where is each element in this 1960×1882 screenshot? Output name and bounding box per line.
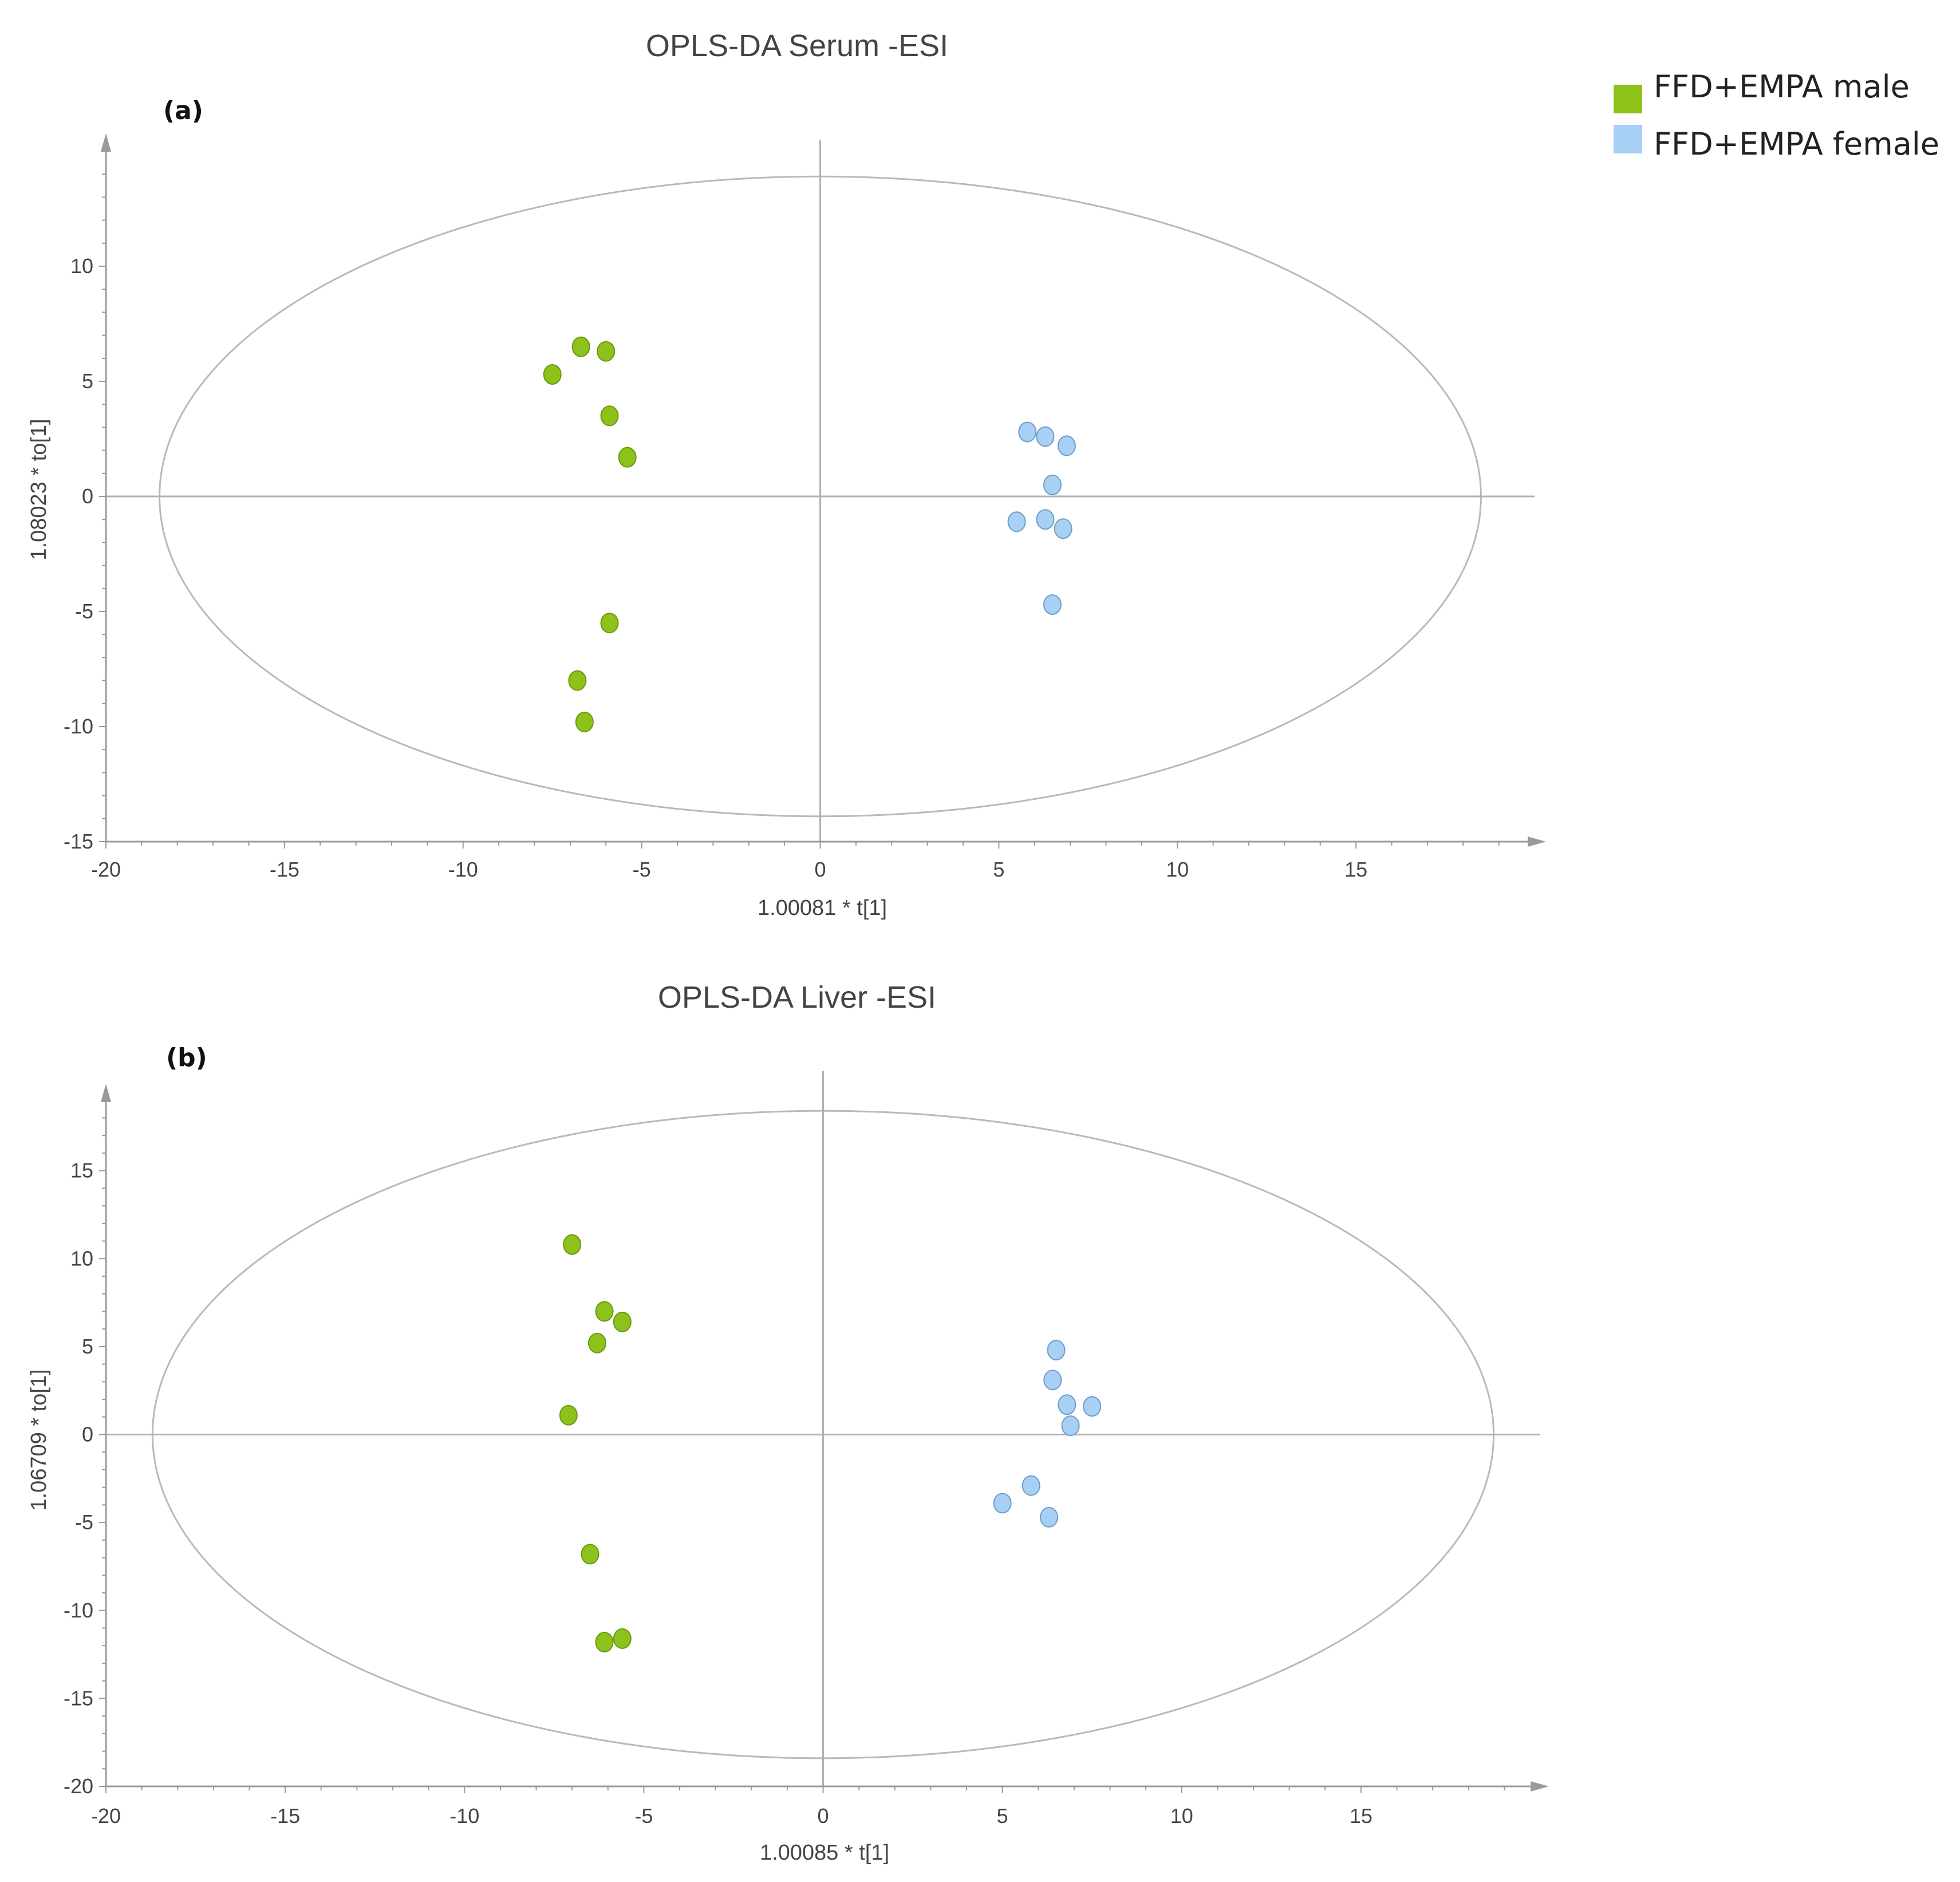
y-tick-label: 5 [82,1335,93,1358]
data-point [543,364,562,385]
data-point [571,336,590,357]
data-point [1043,1370,1062,1391]
y-tick-label: 0 [82,484,93,508]
data-point [618,447,637,468]
series-ffd-empa-female [993,1340,1102,1528]
series-ffd-empa-male [559,1234,632,1653]
data-point [597,341,616,362]
data-point [1018,421,1037,443]
y-tick-label: 15 [70,1159,93,1182]
x-tick-label: -20 [91,858,121,881]
y-tick-label: 10 [70,1246,93,1270]
x-tick-label: 15 [1344,858,1367,881]
y-tick-label: 0 [82,1423,93,1446]
y-axis-label: 1.08023 * to[1] [27,419,51,560]
data-point [1022,1475,1040,1496]
data-point [1007,511,1026,532]
x-tick-label: -10 [448,858,478,881]
y-axis-arrow [101,133,111,152]
legend-item-male: FFD+EMPA male [1614,69,1910,113]
x-tick-label: -5 [634,1804,653,1828]
y-axis-arrow [101,1084,111,1102]
data-point [1036,426,1055,447]
data-point [1047,1340,1066,1361]
y-tick-label: -5 [75,599,93,623]
y-tick-label: 5 [82,369,93,393]
data-point [559,1404,578,1426]
x-axis-label: 1.00081 * t[1] [758,896,887,920]
data-point [993,1493,1012,1514]
y-tick-label: -20 [64,1774,93,1798]
data-point [1057,435,1076,456]
x-tick-label: 10 [1166,858,1189,881]
series-ffd-empa-female [1007,421,1076,615]
y-tick-label: -15 [64,830,93,853]
data-point [568,670,587,691]
y-tick-label: -5 [75,1510,93,1534]
x-tick-label: -10 [449,1804,479,1828]
y-tick-label: 10 [70,254,93,278]
x-tick-label: -5 [633,858,651,881]
data-point [595,1301,614,1322]
legend-swatch-female [1614,125,1642,153]
x-tick-label: 0 [814,858,826,881]
legend-swatch-male [1614,85,1642,113]
data-point [613,1311,632,1332]
data-point [563,1234,582,1255]
data-point [1061,1415,1080,1437]
panel-liver: OPLS-DA Liver -ESI (b) -20 -15 -10 -5 0 5 10 15… [27,980,1549,1865]
data-point [1058,1394,1076,1415]
data-point [1036,509,1055,530]
data-point [595,1632,614,1653]
y-tick-label: -15 [64,1686,93,1710]
panel-label: (b) [166,1043,207,1072]
data-point [600,613,619,634]
panel-serum: OPLS-DA Serum -ESI (a) -20 -15 -10 -5 0 5 10 15… [27,29,1546,920]
y-tick-label: -10 [64,1599,93,1622]
data-point [581,1544,600,1565]
y-axis-label: 1.06709 * to[1] [27,1369,51,1510]
x-tick-label: 0 [817,1804,829,1828]
data-point [587,1332,606,1354]
data-point [613,1628,632,1649]
x-tick-label: 10 [1170,1804,1193,1828]
legend-label-male: FFD+EMPA male [1654,69,1910,105]
x-tick-label: 5 [993,858,1004,881]
data-point [600,405,619,427]
x-tick-label: 15 [1350,1804,1373,1828]
data-point [1083,1396,1102,1417]
x-axis-arrow [1528,837,1546,847]
legend: FFD+EMPA male FFD+EMPA female [1614,69,1939,162]
y-tick-label: -10 [64,715,93,738]
series-ffd-empa-male [543,336,637,732]
x-tick-label: 5 [997,1804,1008,1828]
x-tick-label: -15 [270,858,299,881]
data-point [575,711,594,732]
legend-label-female: FFD+EMPA female [1654,126,1939,162]
chart-title: OPLS-DA Liver -ESI [658,980,936,1015]
data-point [1043,594,1062,615]
data-point [1040,1506,1059,1528]
data-point [1043,474,1062,495]
x-axis-arrow [1531,1781,1549,1792]
x-axis-label: 1.00085 * t[1] [760,1841,889,1865]
x-tick-label: -20 [91,1804,121,1828]
data-point [1054,518,1072,539]
panel-label: (a) [163,96,203,125]
legend-item-female: FFD+EMPA female [1614,125,1939,162]
x-tick-label: -15 [270,1804,300,1828]
chart-title: OPLS-DA Serum -ESI [646,29,948,63]
